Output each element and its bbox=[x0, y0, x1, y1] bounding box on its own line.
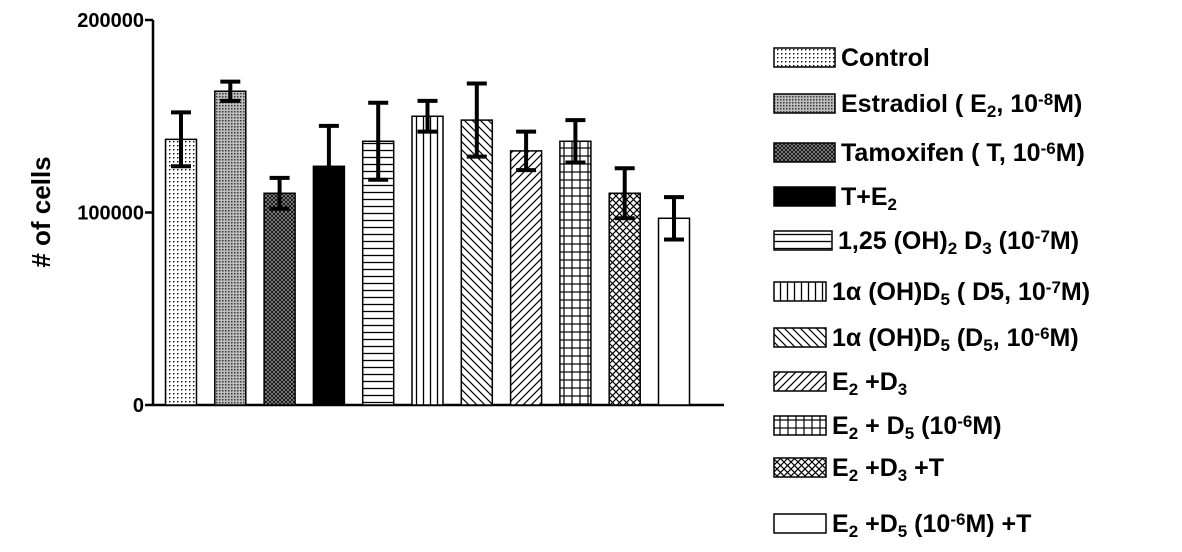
bar bbox=[411, 115, 444, 406]
legend-swatch bbox=[773, 513, 827, 534]
y-ticks: 0 100000 200000 bbox=[77, 10, 153, 417]
bar bbox=[263, 192, 296, 406]
legend: Control Estradiol ( E2, 10-8M) Tamoxifen (… bbox=[773, 44, 1090, 541]
legend-swatch bbox=[773, 93, 836, 114]
bar bbox=[509, 150, 543, 406]
legend-label: E2 +D3 +T bbox=[832, 454, 944, 485]
legend-swatch bbox=[773, 457, 827, 478]
legend-swatch bbox=[773, 415, 827, 436]
legend-item: Tamoxifen ( T, 10-6M) bbox=[773, 139, 1085, 167]
legend-label: E2 +D5 (10-6M) +T bbox=[832, 510, 1031, 541]
legend-swatch bbox=[773, 186, 836, 207]
legend-item: T+E2 bbox=[773, 183, 897, 214]
legend-label: Estradiol ( E2, 10-8M) bbox=[841, 90, 1082, 121]
legend-swatch bbox=[773, 327, 827, 348]
legend-item: E2 +D3 +T bbox=[773, 454, 944, 485]
legend-item: 1α (OH)D5 (D5, 10-6M) bbox=[773, 324, 1079, 355]
legend-item: 1α (OH)D5 ( D5, 10-7M) bbox=[773, 278, 1090, 309]
legend-swatch bbox=[773, 230, 833, 251]
legend-swatch bbox=[773, 142, 836, 163]
bar bbox=[608, 192, 641, 406]
bar bbox=[460, 119, 494, 406]
legend-item: E2 +D3 bbox=[773, 368, 907, 399]
bar bbox=[559, 140, 592, 406]
legend-label: 1α (OH)D5 ( D5, 10-7M) bbox=[832, 278, 1090, 309]
bar bbox=[657, 217, 691, 406]
bar bbox=[164, 138, 198, 406]
legend-label: T+E2 bbox=[841, 183, 897, 214]
y-tick-label: 100000 bbox=[77, 203, 144, 225]
legend-swatch bbox=[773, 371, 827, 392]
legend-item: E2 + D5 (10-6M) bbox=[773, 412, 1002, 443]
legend-item: Control bbox=[773, 44, 930, 72]
y-tick-label: 200000 bbox=[77, 10, 144, 32]
bar bbox=[361, 140, 395, 406]
legend-item: 1,25 (OH)2 D3 (10-7M) bbox=[773, 227, 1079, 258]
legend-label: Control bbox=[841, 44, 930, 72]
bar bbox=[214, 90, 247, 406]
legend-label: 1,25 (OH)2 D3 (10-7M) bbox=[838, 227, 1079, 258]
legend-item: Estradiol ( E2, 10-8M) bbox=[773, 90, 1082, 121]
legend-label: E2 + D5 (10-6M) bbox=[832, 412, 1002, 443]
legend-swatch bbox=[773, 281, 827, 302]
error-bars bbox=[171, 79, 684, 242]
legend-item: E2 +D5 (10-6M) +T bbox=[773, 510, 1031, 541]
legend-label: E2 +D3 bbox=[832, 368, 907, 399]
legend-swatch bbox=[773, 47, 836, 68]
legend-label: Tamoxifen ( T, 10-6M) bbox=[841, 139, 1085, 167]
y-axis-label: # of cells bbox=[26, 156, 56, 267]
bars bbox=[164, 90, 691, 406]
y-tick-label: 0 bbox=[133, 395, 144, 417]
legend-label: 1α (OH)D5 (D5, 10-6M) bbox=[832, 324, 1079, 355]
